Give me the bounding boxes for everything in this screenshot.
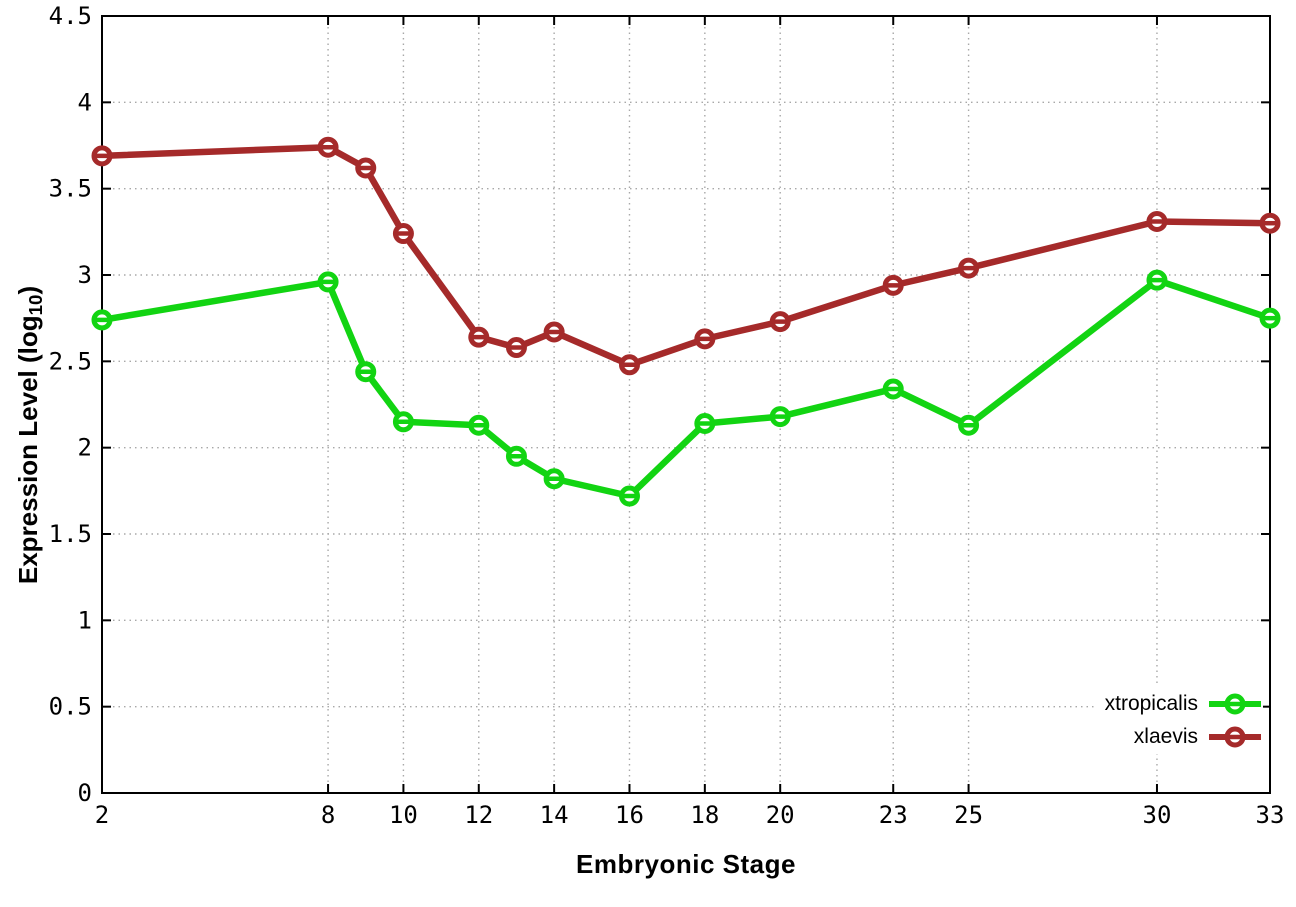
y-tick-label: 2.5 xyxy=(49,347,92,375)
x-tick-label: 30 xyxy=(1143,801,1172,829)
y-tick-label: 0 xyxy=(78,779,92,807)
x-tick-label: 2 xyxy=(95,801,109,829)
series-line-xlaevis xyxy=(98,143,1274,369)
y-tick-label: 2 xyxy=(78,434,92,462)
y-tick-label: 3 xyxy=(78,261,92,289)
y-tick-label: 1.5 xyxy=(49,520,92,548)
y-axis-title-suffix: ) xyxy=(12,285,43,295)
x-tick-label: 20 xyxy=(766,801,795,829)
plot-border xyxy=(101,15,1271,794)
y-axis-title: Expression Level (log10) xyxy=(13,286,47,584)
x-tick-label: 33 xyxy=(1256,801,1285,829)
y-axis-title-text: Expression Level (log xyxy=(12,315,43,585)
y-tick-label: 4.5 xyxy=(49,2,92,30)
x-tick-label: 12 xyxy=(464,801,493,829)
x-tick-label: 25 xyxy=(954,801,983,829)
x-axis-title: Embryonic Stage xyxy=(576,849,796,879)
y-tick-label: 1 xyxy=(78,606,92,634)
x-tick-label: 14 xyxy=(540,801,569,829)
x-tick-label: 23 xyxy=(879,801,908,829)
x-tick-label: 8 xyxy=(321,801,335,829)
y-tick-label: 3.5 xyxy=(49,175,92,203)
legend-label-xlaevis: xlaevis xyxy=(1133,725,1198,748)
legend: xtropicalis xlaevis xyxy=(1094,687,1263,754)
x-tick-label: 16 xyxy=(615,801,644,829)
series-line-xtropicalis xyxy=(98,276,1274,500)
y-tick-label: 4 xyxy=(78,88,92,116)
legend-item-xtropicalis: xtropicalis xyxy=(1105,691,1263,717)
x-tick-label: 10 xyxy=(389,801,418,829)
x-tick-label: 18 xyxy=(690,801,719,829)
y-axis-title-subscript: 10 xyxy=(25,294,47,316)
legend-marker-circle-icon xyxy=(1209,726,1261,748)
legend-item-xlaevis: xlaevis xyxy=(1134,724,1263,750)
y-tick-label: 0.5 xyxy=(49,693,92,721)
legend-label-xtropicalis: xtropicalis xyxy=(1104,692,1198,715)
legend-marker-circle-icon xyxy=(1209,693,1261,715)
